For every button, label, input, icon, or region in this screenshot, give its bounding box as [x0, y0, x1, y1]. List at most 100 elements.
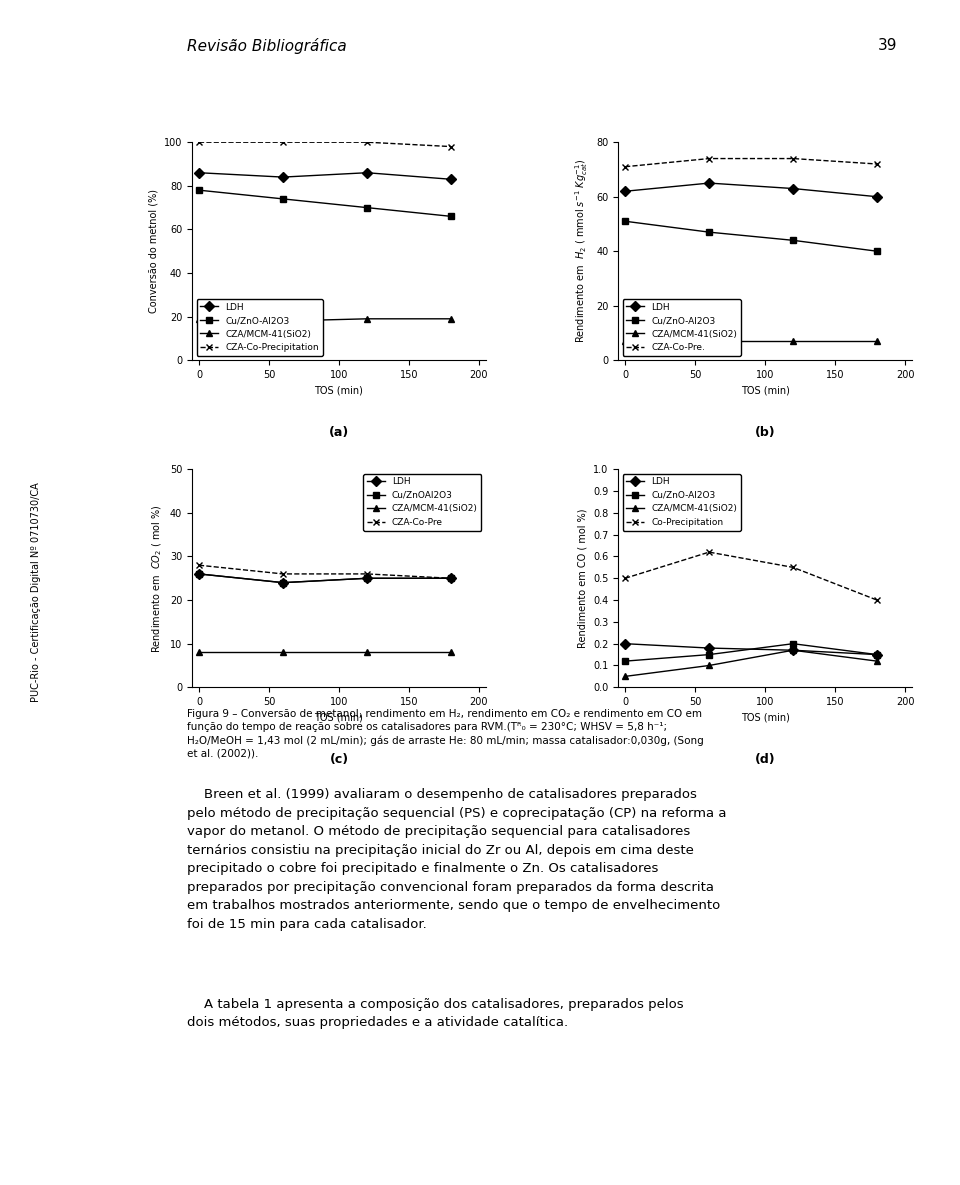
CZA/MCM-41(SiO2): [277, 646, 289, 660]
Line: CZA-Co-Pre: CZA-Co-Pre: [196, 562, 454, 582]
CZA-Co-Pre.: [704, 152, 715, 166]
LDH: [445, 172, 457, 186]
X-axis label: TOS (min): TOS (min): [740, 712, 789, 723]
Cu/ZnO-Al2O3: [704, 225, 715, 239]
LDH: [193, 166, 204, 180]
Text: A tabela 1 apresenta a composição dos catalisadores, preparados pelos
dois métod: A tabela 1 apresenta a composição dos ca…: [187, 998, 684, 1030]
Y-axis label: Rendimento em  $CO_2$ ( mol %): Rendimento em $CO_2$ ( mol %): [151, 504, 164, 653]
LDH: [277, 576, 289, 590]
CZA-Co-Pre: [361, 566, 372, 581]
CZA-Co-Pre: [277, 566, 289, 581]
CZA/MCM-41(SiO2): [872, 654, 883, 668]
Cu/ZnO-Al2O3: [619, 214, 631, 229]
LDH: [277, 169, 289, 184]
CZA/MCM-41(SiO2): [193, 646, 204, 660]
CZA/MCM-41(SiO2): [361, 646, 372, 660]
Legend: LDH, Cu/ZnO-Al2O3, CZA/MCM-41(SiO2), CZA-Co-Precipitation: LDH, Cu/ZnO-Al2O3, CZA/MCM-41(SiO2), CZA…: [197, 299, 323, 356]
Line: CZA/MCM-41(SiO2): CZA/MCM-41(SiO2): [622, 647, 880, 680]
Cu/ZnOAl2O3: [361, 571, 372, 585]
Cu/ZnO-Al2O3: [872, 244, 883, 258]
LDH: [704, 641, 715, 655]
CZA-Co-Precipitation: [361, 135, 372, 149]
Text: 39: 39: [878, 38, 898, 53]
Legend: LDH, Cu/ZnO-Al2O3, CZA/MCM-41(SiO2), CZA-Co-Pre.: LDH, Cu/ZnO-Al2O3, CZA/MCM-41(SiO2), CZA…: [623, 299, 741, 356]
Cu/ZnO-Al2O3: [361, 200, 372, 214]
LDH: [445, 571, 457, 585]
Line: CZA/MCM-41(SiO2): CZA/MCM-41(SiO2): [196, 649, 454, 655]
Line: Cu/ZnO-Al2O3: Cu/ZnO-Al2O3: [196, 187, 454, 219]
Y-axis label: Conversão do metnol (%): Conversão do metnol (%): [149, 190, 158, 313]
Cu/ZnO-Al2O3: [619, 654, 631, 668]
Text: Figura 9 – Conversão de metanol, rendimento em H₂, rendimento em CO₂ e rendiment: Figura 9 – Conversão de metanol, rendime…: [187, 709, 704, 758]
X-axis label: TOS (min): TOS (min): [315, 712, 364, 723]
Text: (b): (b): [755, 425, 776, 438]
Line: Cu/ZnO-Al2O3: Cu/ZnO-Al2O3: [622, 218, 880, 255]
Line: CZA/MCM-41(SiO2): CZA/MCM-41(SiO2): [196, 315, 454, 325]
LDH: [787, 181, 799, 196]
X-axis label: TOS (min): TOS (min): [740, 385, 789, 396]
Co-Precipitation: [787, 561, 799, 575]
Line: Co-Precipitation: Co-Precipitation: [622, 549, 880, 603]
Cu/ZnOAl2O3: [193, 566, 204, 581]
Co-Precipitation: [619, 571, 631, 585]
LDH: [872, 647, 883, 661]
Cu/ZnO-Al2O3: [277, 192, 289, 206]
CZA-Co-Pre.: [619, 160, 631, 174]
Text: PUC-Rio - Certificação Digital Nº 0710730/CA: PUC-Rio - Certificação Digital Nº 071073…: [32, 482, 41, 703]
Line: LDH: LDH: [196, 169, 454, 182]
CZA/MCM-41(SiO2): [872, 334, 883, 348]
Cu/ZnOAl2O3: [277, 576, 289, 590]
Cu/ZnO-Al2O3: [193, 182, 204, 197]
Text: Revisão Bibliográfica: Revisão Bibliográfica: [187, 38, 347, 55]
CZA/MCM-41(SiO2): [619, 670, 631, 684]
LDH: [361, 571, 372, 585]
Legend: LDH, Cu/ZnOAl2O3, CZA/MCM-41(SiO2), CZA-Co-Pre: LDH, Cu/ZnOAl2O3, CZA/MCM-41(SiO2), CZA-…: [363, 474, 481, 531]
X-axis label: TOS (min): TOS (min): [315, 385, 364, 396]
Line: Cu/ZnOAl2O3: Cu/ZnOAl2O3: [196, 570, 454, 587]
Cu/ZnO-Al2O3: [704, 647, 715, 661]
Text: Breen et al. (1999) avaliaram o desempenho de catalisadores preparados
pelo méto: Breen et al. (1999) avaliaram o desempen…: [187, 788, 727, 930]
CZA-Co-Pre.: [787, 152, 799, 166]
CZA-Co-Precipitation: [445, 140, 457, 154]
Text: (c): (c): [329, 752, 348, 766]
CZA/MCM-41(SiO2): [277, 314, 289, 328]
Text: (a): (a): [329, 425, 349, 438]
CZA-Co-Pre: [445, 571, 457, 585]
Co-Precipitation: [704, 545, 715, 559]
LDH: [361, 166, 372, 180]
CZA-Co-Pre.: [872, 156, 883, 171]
CZA-Co-Precipitation: [193, 135, 204, 149]
CZA/MCM-41(SiO2): [619, 334, 631, 348]
CZA/MCM-41(SiO2): [704, 334, 715, 348]
LDH: [619, 636, 631, 651]
CZA-Co-Precipitation: [277, 135, 289, 149]
Line: CZA-Co-Pre.: CZA-Co-Pre.: [622, 155, 880, 171]
CZA/MCM-41(SiO2): [193, 312, 204, 326]
LDH: [872, 190, 883, 204]
Cu/ZnO-Al2O3: [787, 233, 799, 248]
CZA/MCM-41(SiO2): [787, 334, 799, 348]
Line: CZA-Co-Precipitation: CZA-Co-Precipitation: [196, 139, 454, 150]
LDH: [704, 175, 715, 190]
Cu/ZnO-Al2O3: [445, 210, 457, 224]
Line: LDH: LDH: [622, 640, 880, 658]
CZA/MCM-41(SiO2): [704, 659, 715, 673]
Cu/ZnO-Al2O3: [787, 636, 799, 651]
Line: CZA/MCM-41(SiO2): CZA/MCM-41(SiO2): [622, 338, 880, 345]
Text: (d): (d): [755, 752, 776, 766]
Y-axis label: Rendimento em  $H_2$ ( mmol $s^{-1}$ $Kg_{cat}^{-1}$): Rendimento em $H_2$ ( mmol $s^{-1}$ $Kg_…: [574, 159, 590, 344]
Line: LDH: LDH: [196, 570, 454, 587]
LDH: [787, 643, 799, 658]
Line: LDH: LDH: [622, 180, 880, 200]
Co-Precipitation: [872, 592, 883, 607]
Cu/ZnOAl2O3: [445, 571, 457, 585]
Line: Cu/ZnO-Al2O3: Cu/ZnO-Al2O3: [622, 640, 880, 665]
LDH: [619, 184, 631, 198]
CZA/MCM-41(SiO2): [787, 643, 799, 658]
Cu/ZnO-Al2O3: [872, 647, 883, 661]
Legend: LDH, Cu/ZnO-Al2O3, CZA/MCM-41(SiO2), Co-Precipitation: LDH, Cu/ZnO-Al2O3, CZA/MCM-41(SiO2), Co-…: [623, 474, 741, 531]
Y-axis label: Rendimento em CO ( mol %): Rendimento em CO ( mol %): [578, 508, 588, 648]
CZA-Co-Pre: [193, 558, 204, 572]
CZA/MCM-41(SiO2): [361, 312, 372, 326]
CZA/MCM-41(SiO2): [445, 646, 457, 660]
